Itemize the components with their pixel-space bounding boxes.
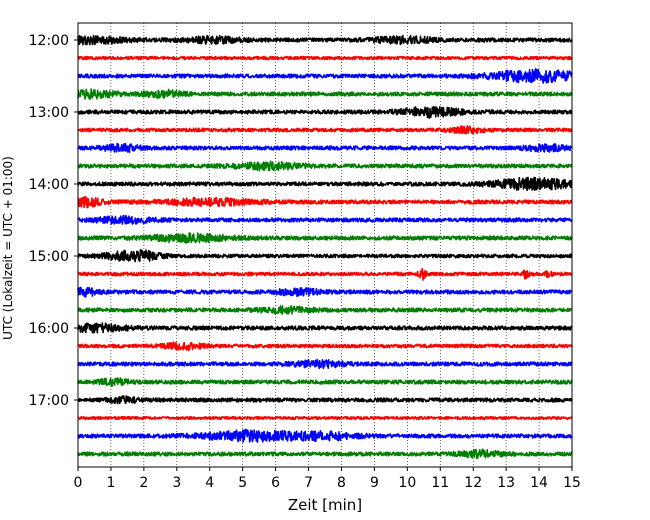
- trace-1200: [77, 34, 573, 46]
- trace-1230: [77, 68, 573, 84]
- grid-layer: [110, 23, 540, 467]
- x-tick-label: 0: [74, 475, 83, 491]
- y-tick-label: 15:00: [29, 249, 69, 265]
- trace-layer: [77, 34, 573, 460]
- x-tick-label: 5: [238, 475, 247, 491]
- x-tick-label: 11: [431, 475, 449, 491]
- y-tick-label: 14:00: [29, 177, 69, 193]
- y-tick-label: 17:00: [29, 393, 69, 409]
- x-tick-label: 3: [172, 475, 181, 491]
- trace-1600: [77, 322, 573, 334]
- trace-1215: [77, 55, 573, 61]
- trace-1615: [77, 341, 573, 351]
- trace-1415: [77, 195, 573, 209]
- trace-1500: [77, 248, 573, 263]
- trace-1515: [77, 267, 573, 281]
- x-tick-label: 7: [304, 475, 313, 491]
- trace-1530: [77, 286, 573, 298]
- y-axis-label: UTC (Lokalzeit = UTC + 01:00): [1, 156, 15, 340]
- x-tick-label: 12: [464, 475, 482, 491]
- trace-1715: [77, 415, 573, 421]
- trace-1645: [77, 377, 573, 388]
- x-tick-label: 6: [271, 475, 280, 491]
- trace-1445: [77, 232, 573, 244]
- x-tick-label: 15: [563, 475, 581, 491]
- trace-1745: [77, 448, 573, 460]
- trace-1630: [77, 358, 573, 370]
- y-tick-label: 16:00: [29, 321, 69, 337]
- trace-1300: [77, 105, 573, 119]
- x-tick-label: 13: [497, 475, 515, 491]
- trace-1245: [77, 88, 573, 101]
- axis-layer: 0 1 2 3 4 5 6 7 8 9 10 11 12 13 14 1512:0013:0014:0015:…: [29, 33, 581, 491]
- trace-1545: [77, 304, 573, 315]
- x-axis-label: Zeit [min]: [288, 496, 362, 514]
- x-tick-label: 9: [370, 475, 379, 491]
- trace-1345: [77, 160, 573, 172]
- y-tick-label: 13:00: [29, 105, 69, 121]
- x-tick-label: 10: [398, 475, 416, 491]
- trace-1700: [77, 395, 573, 405]
- x-tick-label: 1: [106, 475, 115, 491]
- plot-frame: [77, 22, 573, 468]
- x-tick-label: 4: [205, 475, 214, 491]
- trace-1330: [77, 142, 573, 153]
- x-tick-label: 14: [530, 475, 548, 491]
- y-tick-label: 12:00: [29, 33, 69, 49]
- x-tick-label: 2: [139, 475, 148, 491]
- x-tick-label: 8: [337, 475, 346, 491]
- trace-1730: [77, 428, 573, 444]
- trace-1400: [77, 176, 573, 192]
- trace-1430: [77, 214, 573, 225]
- trace-1315: [77, 125, 573, 135]
